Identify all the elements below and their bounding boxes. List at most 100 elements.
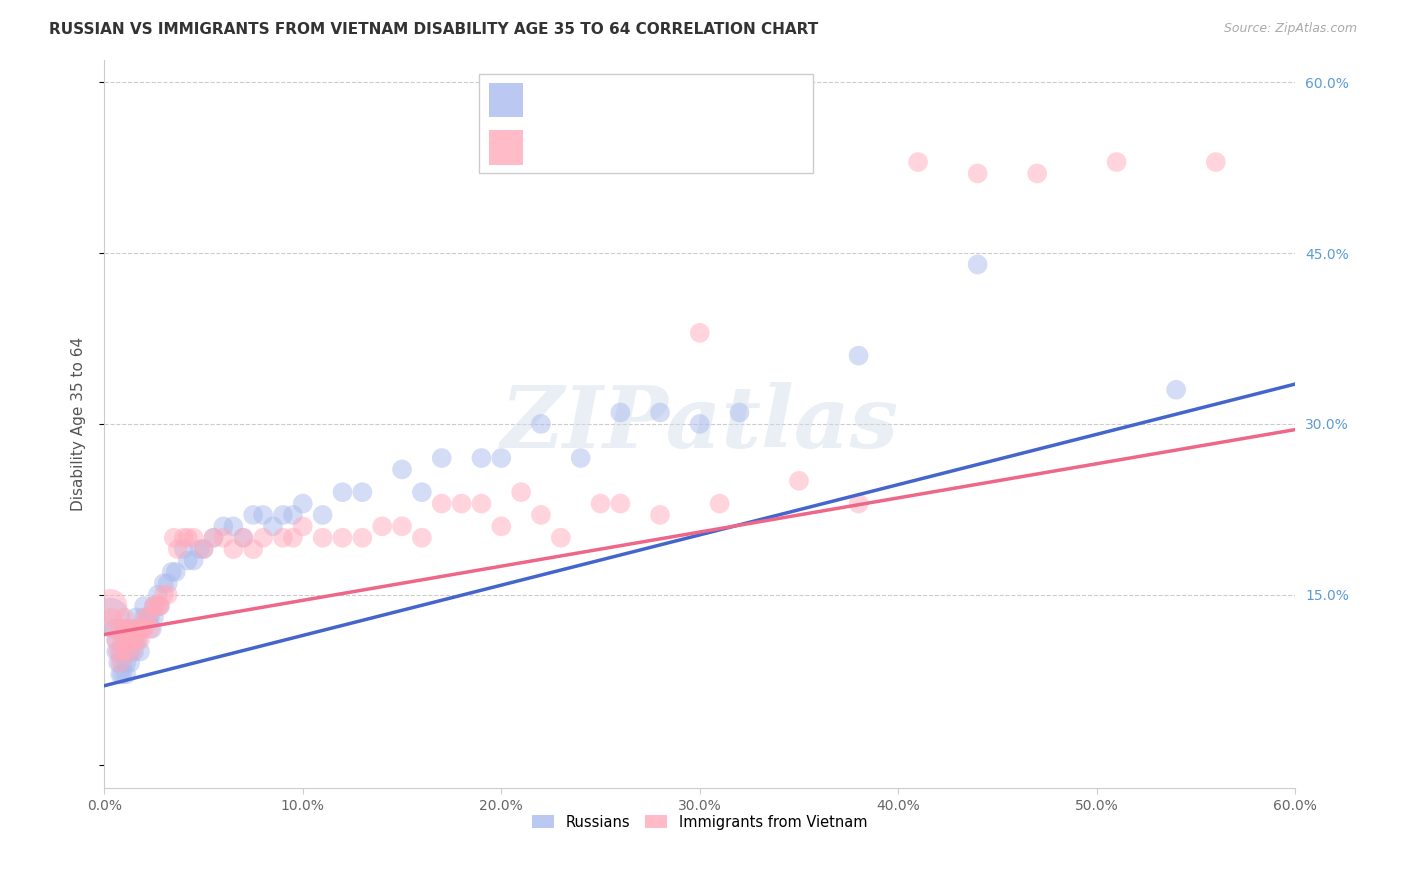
Point (193, 542, 215, 557)
Point (430, 450, 453, 465)
Point (121, 633, 143, 648)
Point (222, 519, 245, 533)
Point (146, 588, 169, 602)
Point (609, 497, 631, 511)
Point (139, 610, 162, 624)
Point (117, 622, 139, 636)
Point (153, 588, 176, 602)
Point (709, 497, 731, 511)
Point (242, 542, 264, 557)
Point (122, 644, 145, 658)
Point (111, 644, 134, 658)
Point (212, 519, 235, 533)
Point (311, 531, 333, 545)
Point (648, 508, 671, 522)
Point (1026, 166, 1049, 180)
Point (176, 553, 198, 567)
Point (160, 565, 183, 579)
Point (149, 599, 172, 613)
Point (689, 326, 711, 340)
Point (550, 531, 572, 545)
Point (262, 519, 284, 533)
Point (120, 622, 142, 636)
Point (183, 553, 205, 567)
Point (848, 497, 870, 511)
Point (145, 599, 167, 613)
Point (136, 610, 159, 624)
Point (787, 474, 810, 488)
Point (411, 485, 433, 500)
Point (352, 531, 374, 545)
Text: Source: ZipAtlas.com: Source: ZipAtlas.com (1223, 22, 1357, 36)
Point (291, 519, 314, 533)
Point (156, 576, 179, 591)
Point (271, 508, 294, 522)
Point (121, 644, 143, 658)
Point (470, 450, 492, 465)
Point (252, 508, 274, 522)
Point (589, 497, 612, 511)
Point (129, 633, 152, 648)
Point (193, 542, 215, 557)
Point (271, 531, 294, 545)
Point (127, 622, 149, 636)
Point (202, 531, 225, 545)
Point (141, 622, 163, 636)
Point (391, 462, 413, 476)
Point (281, 508, 304, 522)
Point (491, 519, 513, 533)
Point (163, 531, 186, 545)
Point (848, 349, 870, 363)
Point (142, 599, 165, 613)
Point (242, 508, 264, 522)
Point (112, 633, 135, 648)
Point (132, 610, 155, 624)
Point (132, 622, 155, 636)
Point (115, 656, 138, 670)
Point (108, 622, 131, 636)
Point (510, 485, 533, 500)
Point (105, 644, 128, 658)
Point (107, 656, 129, 670)
Point (1105, 155, 1128, 169)
Text: ZIPatlas: ZIPatlas (501, 382, 898, 466)
Point (101, 610, 124, 624)
Point (212, 531, 235, 545)
Point (648, 405, 671, 419)
Point (470, 497, 492, 511)
Point (125, 633, 148, 648)
Point (142, 610, 165, 624)
Point (173, 542, 195, 557)
Point (108, 656, 131, 670)
Point (411, 531, 433, 545)
Point (1205, 155, 1227, 169)
Point (132, 599, 155, 613)
Point (135, 610, 157, 624)
Point (156, 588, 179, 602)
Point (122, 622, 145, 636)
Point (112, 610, 135, 624)
Point (609, 405, 631, 419)
Point (966, 166, 988, 180)
Point (127, 633, 149, 648)
Point (111, 656, 134, 670)
Text: RUSSIAN VS IMMIGRANTS FROM VIETNAM DISABILITY AGE 35 TO 64 CORRELATION CHART: RUSSIAN VS IMMIGRANTS FROM VIETNAM DISAB… (49, 22, 818, 37)
Point (371, 519, 394, 533)
Point (332, 531, 354, 545)
Point (122, 633, 145, 648)
Y-axis label: Disability Age 35 to 64: Disability Age 35 to 64 (72, 337, 86, 511)
Point (311, 508, 333, 522)
Point (202, 531, 225, 545)
Point (105, 633, 128, 648)
Point (332, 485, 354, 500)
Point (188, 542, 211, 557)
Point (252, 531, 274, 545)
Point (530, 508, 553, 522)
Point (142, 599, 165, 613)
Point (139, 622, 162, 636)
Point (136, 610, 159, 624)
Point (183, 531, 205, 545)
Point (291, 497, 314, 511)
Point (105, 633, 128, 648)
Point (103, 622, 125, 636)
